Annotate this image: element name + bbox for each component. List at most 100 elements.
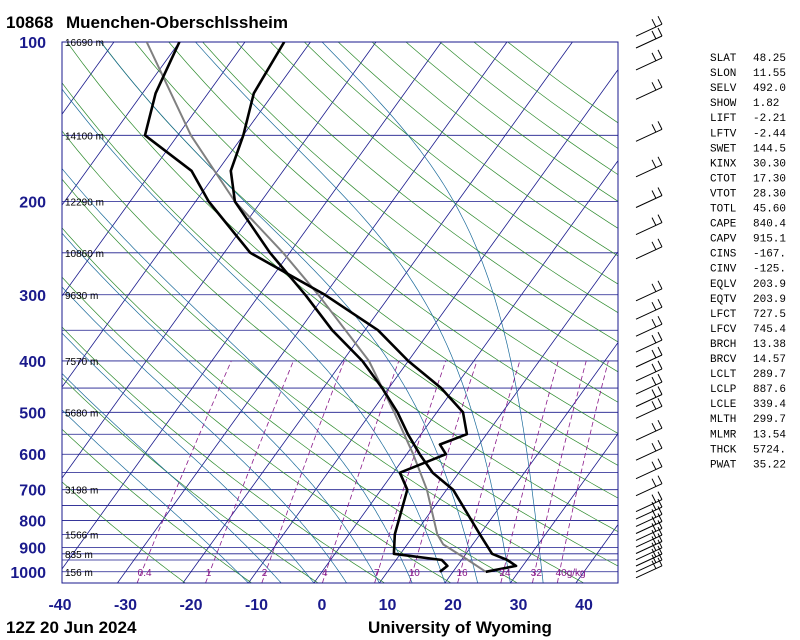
height-label: 9630 m <box>65 291 98 302</box>
wind-barb-flag <box>657 373 663 383</box>
mixing-ratio-label: 4 <box>322 568 328 579</box>
wind-barb-flag <box>657 187 663 196</box>
temperature-line <box>229 42 518 574</box>
wind-barb-flag <box>651 30 657 40</box>
isotherm-line <box>62 42 180 206</box>
wind-barb-staff <box>635 466 663 480</box>
wind-barb-flag <box>657 513 663 522</box>
dewpoint-line <box>143 42 469 573</box>
isotherm-line <box>62 42 377 479</box>
wind-barb <box>635 15 663 37</box>
temperature-tick-label: 40 <box>575 597 593 614</box>
index-name: TOTL <box>710 204 736 216</box>
wind-barb-flag <box>657 419 663 429</box>
wind-barb-staff <box>635 23 663 37</box>
index-name: LCLT <box>710 369 737 381</box>
wind-barb-flag <box>651 334 657 344</box>
isotherm-line <box>182 42 573 583</box>
wind-barb-staff <box>635 541 663 554</box>
index-name: BRCH <box>710 339 736 351</box>
wind-barb-staff <box>635 405 663 419</box>
wind-barb-flag <box>651 523 657 532</box>
index-value: 48.25 <box>753 53 786 65</box>
index-value: 35.22 <box>753 459 786 471</box>
temperature-tick-label: -10 <box>245 597 268 614</box>
wind-barb <box>635 214 663 236</box>
wind-barb <box>635 513 663 534</box>
pressure-tick-label: 800 <box>19 513 46 530</box>
wind-barb-flag <box>651 318 657 328</box>
wind-barb <box>635 398 663 419</box>
wind-barb-flag <box>657 27 663 37</box>
wind-barb-staff <box>635 128 663 142</box>
index-value: -2.21 <box>753 113 786 125</box>
index-value: 5724. <box>753 444 786 456</box>
wind-barb <box>635 475 663 497</box>
isotherm-line <box>62 42 442 570</box>
wind-barb-flag <box>651 283 657 293</box>
wind-barb <box>635 439 663 461</box>
wind-barb-flag <box>657 458 663 467</box>
wind-barb <box>635 458 663 480</box>
wind-barb-flag <box>651 442 657 452</box>
dry-adiabat <box>439 42 618 176</box>
index-name: KINX <box>710 158 737 170</box>
wind-barb-flag <box>657 298 663 308</box>
moist-adiabat <box>62 409 249 583</box>
index-value: 13.38 <box>753 339 786 351</box>
index-value: 727.5 <box>753 309 786 321</box>
profile-lines <box>143 42 518 574</box>
wind-barb-staff <box>635 483 663 497</box>
wind-barb <box>635 386 663 407</box>
wind-barb-staff <box>635 427 663 441</box>
index-name: LFTV <box>710 128 737 140</box>
height-label: 1566 m <box>65 530 98 541</box>
index-name: SELV <box>710 83 737 95</box>
dry-adiabat <box>236 42 618 343</box>
dry-adiabat <box>62 428 252 583</box>
pressure-tick-label: 700 <box>19 483 46 500</box>
moist-adiabat <box>62 286 347 583</box>
index-name: CAPE <box>710 219 737 231</box>
wind-barb-staff <box>635 306 663 320</box>
wind-barb-flag <box>651 422 657 432</box>
wind-barb-flag <box>651 401 657 410</box>
index-value: 840.4 <box>753 219 786 231</box>
wind-barb-flag <box>657 520 663 529</box>
pressure-tick-label: 500 <box>19 405 46 422</box>
height-label: 835 m <box>65 550 93 561</box>
isotherm-line <box>248 69 618 583</box>
mixing-ratio-label: 10 <box>409 568 421 579</box>
wind-barb-flag <box>651 560 657 570</box>
dry-adiabat <box>62 481 186 583</box>
wind-barb <box>635 539 663 561</box>
wind-barb <box>635 238 663 260</box>
plot-frame <box>61 41 619 584</box>
pressure-axis: 100 200 300 400 500 600 700 800 900 1000 <box>10 35 46 582</box>
wind-barb-flag <box>651 159 657 169</box>
pressure-tick-label: 300 <box>19 288 46 305</box>
index-name: MLMR <box>710 429 737 441</box>
wind-barb-staff <box>635 527 663 541</box>
dry-adiabat <box>168 42 618 403</box>
wind-barb-flag <box>657 439 663 449</box>
index-value: 203.9 <box>753 279 786 291</box>
dry-adiabat <box>62 377 319 583</box>
wind-barb <box>635 545 663 567</box>
index-name: LFCT <box>710 309 737 321</box>
mixing-ratio-label: 7 <box>374 568 380 579</box>
wind-barb <box>635 533 663 554</box>
wind-barb <box>635 331 663 353</box>
index-value: 45.60 <box>753 204 786 216</box>
mixing-ratio-label: 24 <box>499 568 511 579</box>
mixing-ratio-line <box>322 360 400 583</box>
height-label: 14100 m <box>65 131 104 142</box>
wind-barb-staff <box>635 288 663 302</box>
station-name: Muenchen-Oberschlssheim <box>66 13 288 32</box>
wind-barb-flag <box>651 18 657 28</box>
wind-barb-staff <box>635 547 663 561</box>
index-value: 299.7 <box>753 414 786 426</box>
wind-barb-flag <box>657 360 663 370</box>
index-value: 887.6 <box>753 384 786 396</box>
